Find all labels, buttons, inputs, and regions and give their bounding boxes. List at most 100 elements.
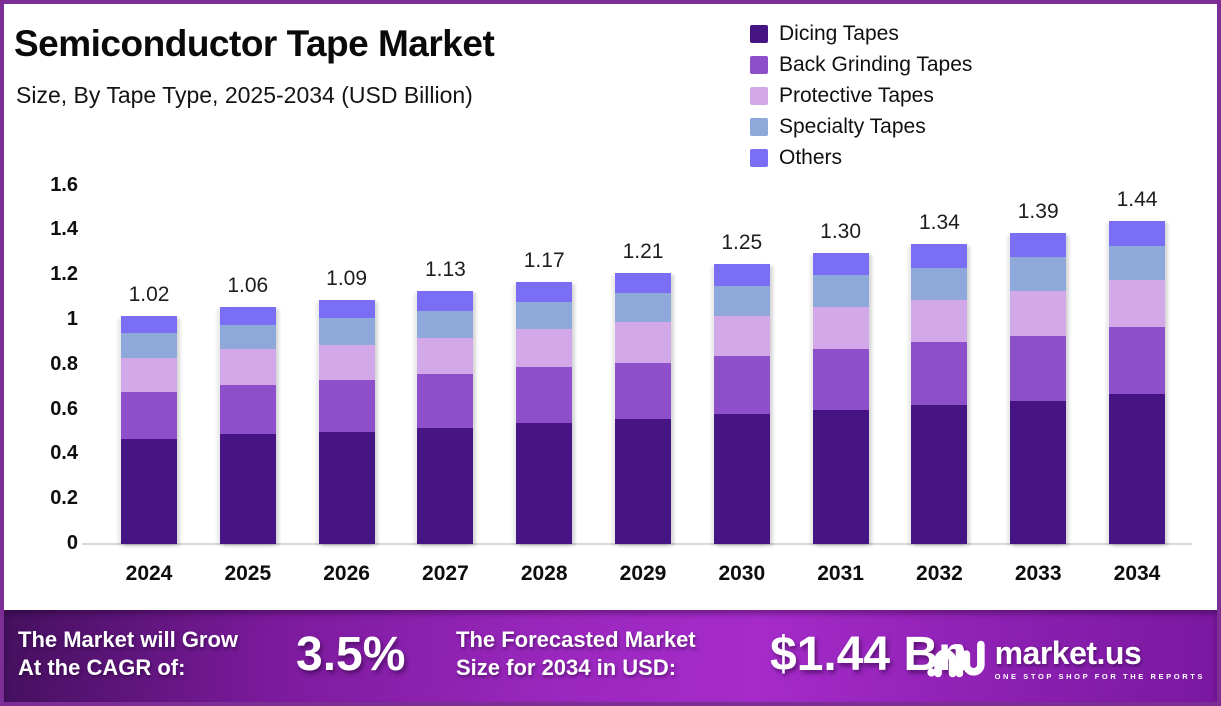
bar-segment-back-grinding-tapes <box>713 355 770 415</box>
bar-segment-others <box>417 290 474 312</box>
legend-item-protective-tapes: Protective Tapes <box>750 84 972 107</box>
chart-legend: Dicing Tapes Back Grinding Tapes Protectiv… <box>750 22 972 169</box>
bar-segment-protective-tapes <box>121 358 177 392</box>
forecast-label-line2: Size for 2034 in USD: <box>456 655 677 680</box>
legend-swatch <box>750 86 768 105</box>
y-tick-label: 0.4 <box>50 442 78 465</box>
bar-2027 <box>417 290 474 544</box>
bar-2029 <box>615 272 671 544</box>
legend-swatch <box>750 55 768 74</box>
legend-item-back-grinding-tapes: Back Grinding Tapes <box>750 54 972 75</box>
legend-swatch <box>750 24 768 43</box>
bar-segment-protective-tapes <box>318 344 375 381</box>
bar-2030 <box>713 264 770 544</box>
legend-item-specialty-tapes: Specialty Tapes <box>750 115 972 138</box>
legend-item-others: Others <box>750 146 972 169</box>
bar-segment-back-grinding-tapes <box>121 391 177 439</box>
x-axis-line <box>82 543 1192 545</box>
y-tick-label: 1 <box>66 308 78 330</box>
y-tick-label: 0.2 <box>50 487 78 510</box>
bar-segment-specialty-tapes <box>516 302 573 329</box>
bar-segment-protective-tapes <box>1109 279 1165 327</box>
bar-segment-others <box>615 272 671 294</box>
cagr-label-line1: The Market will Grow <box>18 627 239 652</box>
y-tick-label: 1.6 <box>50 173 78 196</box>
bar-2033 <box>1010 232 1067 544</box>
bar-segment-specialty-tapes <box>1010 257 1067 291</box>
bar-total-label: 1.09 <box>326 266 368 290</box>
bar-segment-dicing-tapes <box>1010 400 1067 544</box>
legend-label: Others <box>779 146 843 169</box>
bar-segment-back-grinding-tapes <box>417 373 474 428</box>
bar-segment-protective-tapes <box>911 299 968 343</box>
bar-segment-dicing-tapes <box>318 431 375 544</box>
bar-segment-back-grinding-tapes <box>1109 326 1165 394</box>
bar-segment-specialty-tapes <box>812 275 869 307</box>
stacked-bar-chart: 1.6 1.4 1.2 1 0.8 0.6 0.4 0.2 0 1.02 2024 1.06 2025 1… <box>4 4 1217 614</box>
forecast-label-line1: The Forecasted Market <box>456 627 696 652</box>
bar-segment-back-grinding-tapes <box>516 367 573 424</box>
x-tick-label: 2027 <box>422 562 469 585</box>
bar-segment-back-grinding-tapes <box>812 349 869 410</box>
page-subtitle: Size, By Tape Type, 2025-2034 (USD Billi… <box>16 82 473 108</box>
y-tick-label: 1.2 <box>50 263 78 286</box>
bar-total-label: 1.17 <box>523 248 565 272</box>
brand-name: market.us <box>994 635 1142 671</box>
legend-swatch <box>750 148 768 167</box>
bar-segment-specialty-tapes <box>911 268 968 300</box>
y-tick-label: 0 <box>66 532 78 554</box>
bar-total-label: 1.44 <box>1116 188 1158 212</box>
y-tick-label: 0.6 <box>50 397 78 420</box>
legend-label: Dicing Tapes <box>779 22 899 45</box>
bar-segment-dicing-tapes <box>713 414 770 544</box>
forecast-label: The Forecasted Market Size for 2034 in U… <box>456 626 696 682</box>
bar-segment-dicing-tapes <box>121 438 177 544</box>
bar-segment-specialty-tapes <box>318 317 375 345</box>
bar-total-label: 1.25 <box>721 231 763 254</box>
bar-segment-protective-tapes <box>417 337 474 374</box>
bar-segment-specialty-tapes <box>219 324 276 350</box>
cagr-label-line2: At the CAGR of: <box>18 655 186 680</box>
bar-total-label: 1.02 <box>128 282 170 306</box>
y-tick-label: 1.4 <box>50 218 78 241</box>
legend-item-dicing-tapes: Dicing Tapes <box>750 22 972 45</box>
x-tick-label: 2028 <box>520 562 568 585</box>
brand-text: market.us ONE STOP SHOP FOR THE REPORTS <box>995 637 1205 681</box>
bar-segment-others <box>1010 232 1067 258</box>
x-tick-label: 2034 <box>1113 562 1161 585</box>
bar-segment-protective-tapes <box>615 322 671 363</box>
market-us-logo-icon <box>926 640 985 678</box>
bar-segment-specialty-tapes <box>1109 246 1165 280</box>
legend-label: Specialty Tapes <box>779 115 926 138</box>
bar-segment-back-grinding-tapes <box>615 362 671 419</box>
bar-segment-others <box>713 264 770 287</box>
x-tick-label: 2033 <box>1014 562 1062 585</box>
bar-segment-others <box>121 315 177 334</box>
legend-label: Protective Tapes <box>779 84 934 107</box>
bar-2026 <box>318 299 375 544</box>
bar-2031 <box>812 252 869 544</box>
bar-segment-others <box>812 252 869 276</box>
bar-2024 <box>121 315 177 544</box>
bar-total-label: 1.30 <box>820 219 862 243</box>
x-tick-label: 2024 <box>125 562 173 585</box>
brand-tagline: ONE STOP SHOP FOR THE REPORTS <box>994 672 1205 681</box>
bar-total-label: 1.21 <box>622 239 664 263</box>
bar-total-label: 1.39 <box>1017 199 1059 223</box>
bar-segment-others <box>911 243 968 269</box>
bar-segment-back-grinding-tapes <box>911 342 968 406</box>
x-tick-label: 2025 <box>224 562 272 585</box>
bar-segment-dicing-tapes <box>219 434 276 544</box>
bar-segment-others <box>219 306 276 325</box>
x-tick-label: 2031 <box>817 562 864 585</box>
bar-segment-protective-tapes <box>1010 290 1067 336</box>
bar-segment-protective-tapes <box>713 315 770 356</box>
bar-total-label: 1.13 <box>424 257 466 281</box>
bar-segment-specialty-tapes <box>417 311 474 338</box>
bar-segment-protective-tapes <box>219 349 276 385</box>
bar-segment-dicing-tapes <box>911 405 968 544</box>
bar-2034 <box>1109 221 1165 544</box>
bar-segment-back-grinding-tapes <box>219 384 276 435</box>
bar-segment-others <box>318 299 375 318</box>
